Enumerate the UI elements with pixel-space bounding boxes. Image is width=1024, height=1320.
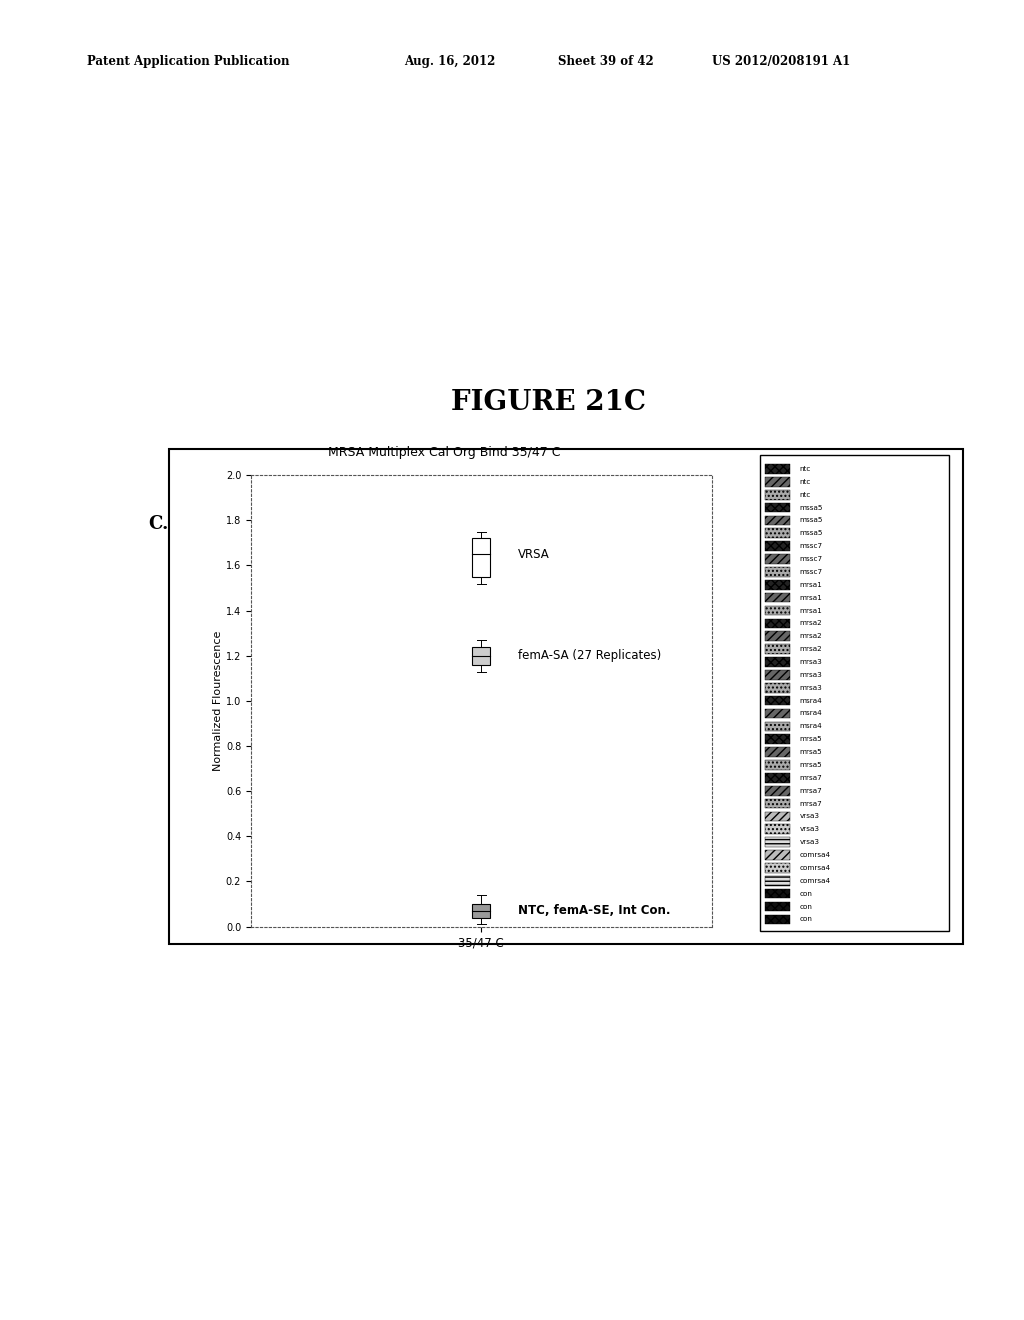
Bar: [766, 657, 791, 667]
Text: mrsa1: mrsa1: [800, 595, 822, 601]
Text: vrsa3: vrsa3: [800, 826, 819, 833]
Bar: [766, 812, 791, 821]
Text: mrsa5: mrsa5: [800, 750, 822, 755]
Bar: [766, 593, 791, 602]
Text: VRSA: VRSA: [518, 548, 550, 561]
Text: msra4: msra4: [800, 698, 822, 704]
Bar: [766, 722, 791, 731]
Bar: [766, 606, 791, 615]
Bar: [766, 465, 791, 474]
Y-axis label: Normalized Flourescence: Normalized Flourescence: [213, 631, 223, 771]
Bar: [766, 825, 791, 834]
Bar: [766, 785, 791, 796]
Bar: [766, 671, 791, 680]
Bar: [766, 619, 791, 628]
Bar: [766, 799, 791, 808]
Bar: [766, 774, 791, 783]
Bar: [766, 682, 791, 693]
Bar: [766, 734, 791, 744]
Text: mrsa1: mrsa1: [800, 607, 822, 614]
Bar: [766, 915, 791, 924]
Text: msra4: msra4: [800, 723, 822, 730]
Bar: [766, 850, 791, 859]
Bar: [766, 631, 791, 642]
Bar: [766, 528, 791, 539]
Bar: [766, 490, 791, 499]
Bar: [766, 579, 791, 590]
Bar: [766, 747, 791, 756]
Bar: [766, 696, 791, 705]
Text: vrsa3: vrsa3: [800, 813, 819, 820]
Text: FIGURE 21C: FIGURE 21C: [451, 389, 645, 416]
Bar: [766, 709, 791, 718]
Text: ntc: ntc: [800, 479, 811, 484]
Bar: [766, 568, 791, 577]
Text: comrsa4: comrsa4: [800, 853, 830, 858]
Text: mrsa5: mrsa5: [800, 737, 822, 742]
Text: vrsa3: vrsa3: [800, 840, 819, 845]
Text: mssc7: mssc7: [800, 544, 822, 549]
Text: mrsa2: mrsa2: [800, 634, 822, 639]
Text: mrsa2: mrsa2: [800, 620, 822, 627]
Bar: [766, 644, 791, 653]
Text: con: con: [800, 904, 812, 909]
Text: con: con: [800, 916, 812, 923]
Text: mrsa7: mrsa7: [800, 788, 822, 793]
Bar: [766, 876, 791, 886]
Text: mssc7: mssc7: [800, 556, 822, 562]
Text: con: con: [800, 891, 812, 896]
Text: msra4: msra4: [800, 710, 822, 717]
Bar: [766, 477, 791, 487]
Text: ntc: ntc: [800, 492, 811, 498]
Text: mrsa7: mrsa7: [800, 801, 822, 807]
Text: mrsa1: mrsa1: [800, 582, 822, 587]
Text: Patent Application Publication: Patent Application Publication: [87, 55, 290, 69]
Text: US 2012/0208191 A1: US 2012/0208191 A1: [712, 55, 850, 69]
Text: NTC, femA-SE, Int Con.: NTC, femA-SE, Int Con.: [518, 904, 671, 917]
Text: mrsa5: mrsa5: [800, 762, 822, 768]
Bar: [472, 647, 490, 665]
Text: mrsa3: mrsa3: [800, 685, 822, 690]
Text: femA-SA (27 Replicates): femA-SA (27 Replicates): [518, 649, 662, 663]
Text: mrsa2: mrsa2: [800, 647, 822, 652]
Bar: [766, 541, 791, 550]
Bar: [472, 539, 490, 577]
Text: C.: C.: [148, 515, 169, 533]
Bar: [766, 760, 791, 770]
Bar: [766, 503, 791, 512]
Text: mssa5: mssa5: [800, 531, 823, 536]
Text: comrsa4: comrsa4: [800, 865, 830, 871]
Text: ntc: ntc: [800, 466, 811, 473]
Text: Aug. 16, 2012: Aug. 16, 2012: [404, 55, 496, 69]
Bar: [766, 902, 791, 911]
Bar: [766, 837, 791, 847]
Bar: [766, 516, 791, 525]
Text: MRSA Multiplex Cal Org Bind 35/47 C: MRSA Multiplex Cal Org Bind 35/47 C: [328, 446, 560, 459]
Bar: [766, 863, 791, 873]
Text: mrsa3: mrsa3: [800, 659, 822, 665]
Text: mssa5: mssa5: [800, 504, 823, 511]
Text: Sheet 39 of 42: Sheet 39 of 42: [558, 55, 654, 69]
Text: mssc7: mssc7: [800, 569, 822, 576]
Text: mrsa7: mrsa7: [800, 775, 822, 781]
Bar: [766, 554, 791, 564]
Text: comrsa4: comrsa4: [800, 878, 830, 884]
Bar: [766, 888, 791, 899]
Bar: [472, 904, 490, 917]
Text: mrsa3: mrsa3: [800, 672, 822, 678]
Text: mssa5: mssa5: [800, 517, 823, 524]
